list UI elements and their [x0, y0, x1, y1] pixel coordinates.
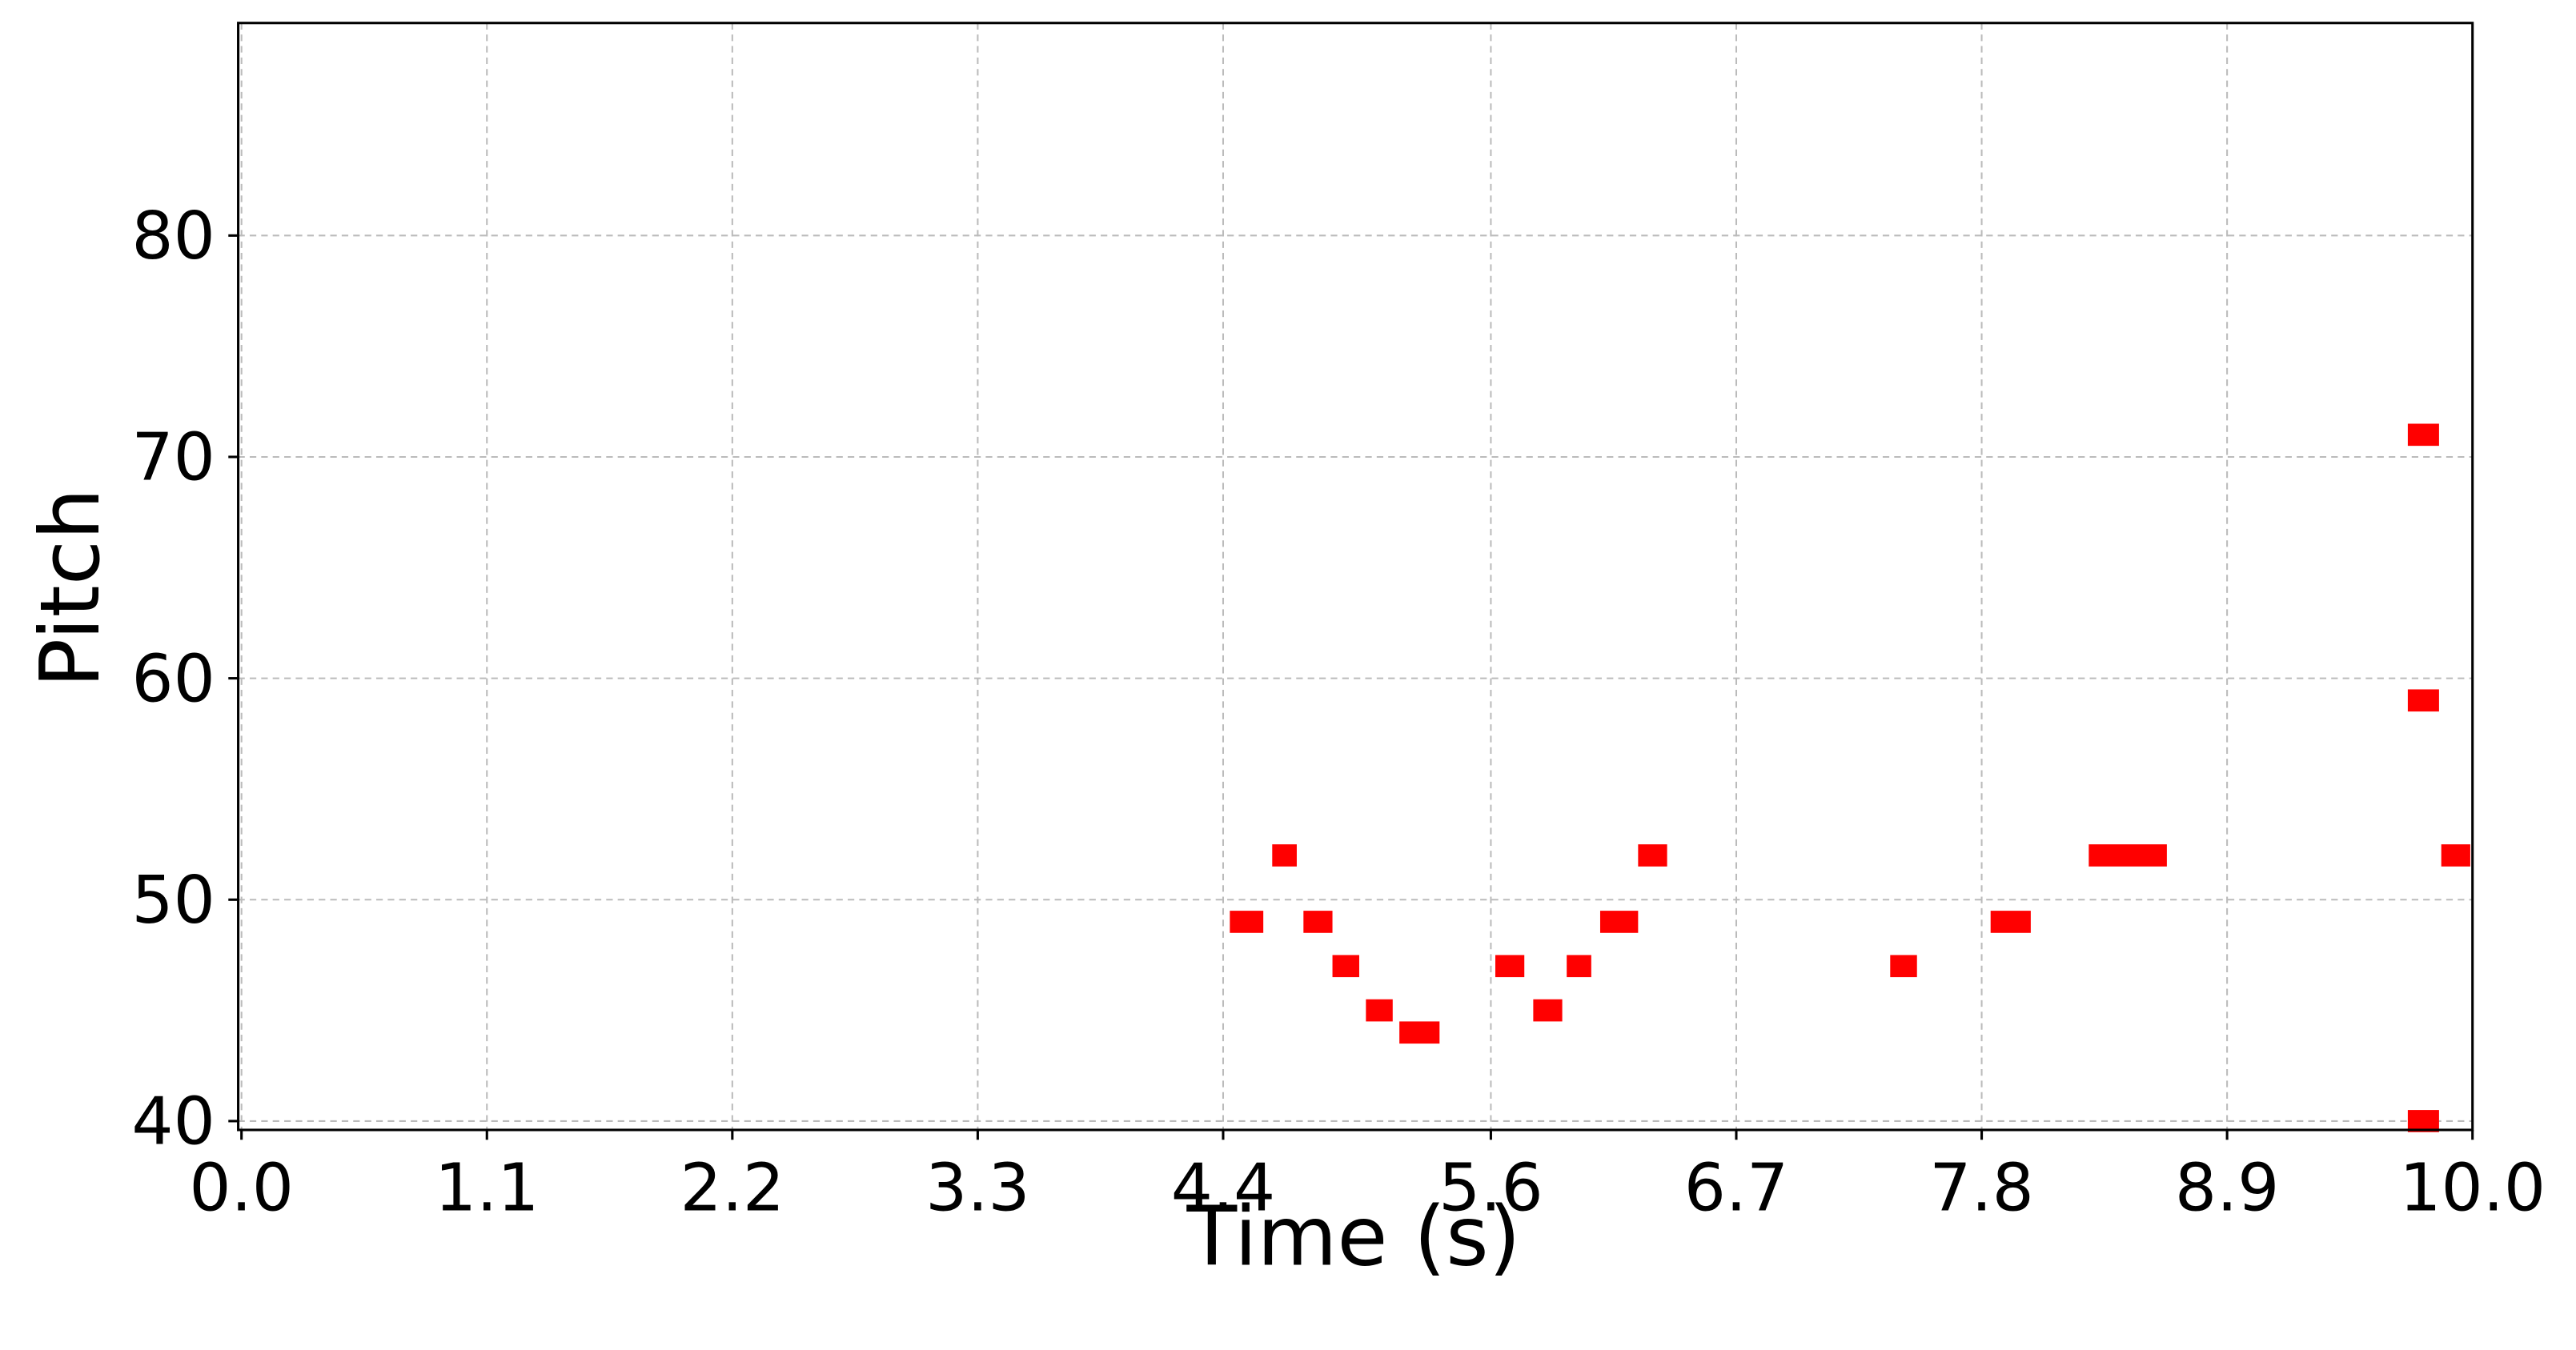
- y-tick-label: 60: [131, 641, 215, 717]
- x-tick-label: 8.9: [2175, 1151, 2280, 1227]
- note: [1230, 911, 1264, 933]
- note: [1533, 999, 1563, 1022]
- y-tick-label: 80: [131, 198, 215, 274]
- note: [1599, 911, 1639, 933]
- x-tick-label: 7.8: [1929, 1151, 2034, 1227]
- y-tick-label: 50: [131, 863, 215, 939]
- x-tick-label: 1.1: [435, 1151, 540, 1227]
- y-axis-label: Pitch: [23, 488, 118, 688]
- x-tick-label: 2.2: [680, 1151, 785, 1227]
- note: [2088, 844, 2167, 867]
- note: [1990, 911, 2031, 933]
- y-tick-label: 40: [131, 1084, 215, 1160]
- y-tick-label: 70: [131, 420, 215, 496]
- note: [2407, 689, 2439, 712]
- x-tick-label: 3.3: [925, 1151, 1030, 1227]
- note: [1366, 999, 1393, 1022]
- plot-frame: [237, 22, 2474, 1132]
- note: [1890, 955, 1917, 978]
- x-tick-label: 10.0: [2399, 1151, 2546, 1227]
- note: [1495, 955, 1525, 978]
- note: [1272, 844, 1297, 867]
- note: [2407, 423, 2439, 447]
- x-tick-label: 5.6: [1438, 1151, 1543, 1227]
- x-tick-label: 0.0: [189, 1151, 294, 1227]
- note: [1567, 955, 1591, 978]
- x-tick-label: 4.4: [1171, 1151, 1276, 1227]
- note: [1638, 844, 1667, 867]
- note: [1303, 911, 1333, 933]
- note: [1332, 955, 1359, 978]
- note: [1399, 1021, 1440, 1044]
- note: [2407, 1110, 2439, 1132]
- x-tick-label: 6.7: [1684, 1151, 1789, 1227]
- x-axis-label: Time (s): [1186, 1189, 1520, 1284]
- note: [2441, 844, 2470, 867]
